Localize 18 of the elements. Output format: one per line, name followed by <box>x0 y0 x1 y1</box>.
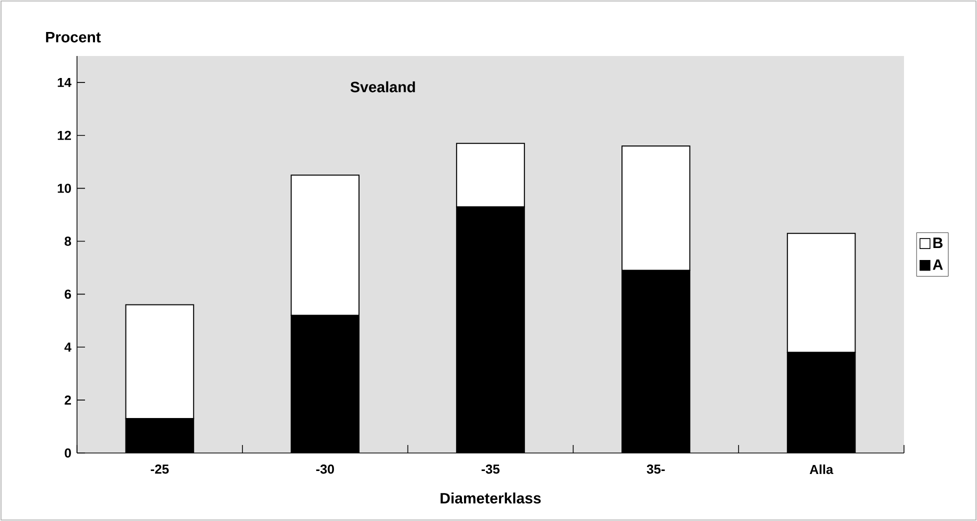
x-tick-label: Alla <box>810 464 834 474</box>
y-tick-label: 6 <box>64 290 72 299</box>
y-tick-label: 4 <box>64 342 72 352</box>
x-tick-label: -30 <box>316 464 334 474</box>
x-axis-title: Diameterklass <box>440 492 541 504</box>
y-tick-label: 0 <box>64 448 71 458</box>
y-tick-label: 8 <box>64 236 72 246</box>
y-tick-label: 2 <box>64 396 71 405</box>
y-axis-title: Procent <box>46 32 101 42</box>
x-tick-label: -35 <box>482 464 500 474</box>
x-tick-label: 35- <box>646 464 665 474</box>
x-tick-label: -25 <box>150 464 169 474</box>
legend-label: B <box>933 238 943 248</box>
y-tick-label: 14 <box>58 78 72 87</box>
y-tick-label: 10 <box>58 184 71 193</box>
y-tick-label: 12 <box>58 130 71 140</box>
legend-label: A <box>932 259 943 270</box>
text: Svealand <box>350 81 415 92</box>
